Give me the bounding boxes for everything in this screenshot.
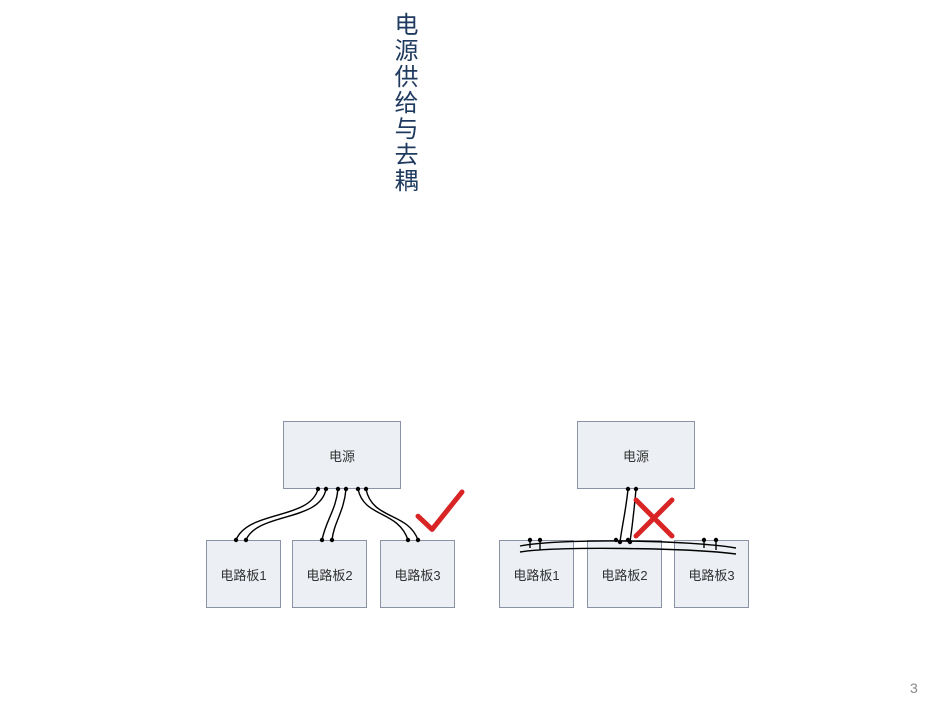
box-label: 电路板2: [601, 565, 647, 584]
box-left-board-2: 电路板2: [292, 540, 367, 608]
box-right-board-3: 电路板3: [674, 540, 749, 608]
diagram-wires-layer: [0, 0, 950, 713]
box-label: 电路板3: [688, 565, 734, 584]
box-left-board-3: 电路板3: [380, 540, 455, 608]
box-left-board-1: 电路板1: [206, 540, 281, 608]
check-icon: [418, 492, 462, 529]
box-left-power: 电源: [283, 421, 401, 489]
cross-icon: [636, 500, 672, 536]
box-label: 电源: [623, 446, 649, 465]
box-label: 电路板2: [306, 565, 352, 584]
box-label: 电路板1: [220, 565, 266, 584]
page-title: 电源供给与去耦: [386, 12, 421, 194]
box-label: 电路板1: [513, 565, 559, 584]
box-label: 电路板3: [394, 565, 440, 584]
cross-icon: [636, 500, 672, 536]
page-number: 3: [910, 680, 918, 696]
box-right-power: 电源: [577, 421, 695, 489]
box-right-board-2: 电路板2: [587, 540, 662, 608]
box-right-board-1: 电路板1: [499, 540, 574, 608]
box-label: 电源: [329, 446, 355, 465]
